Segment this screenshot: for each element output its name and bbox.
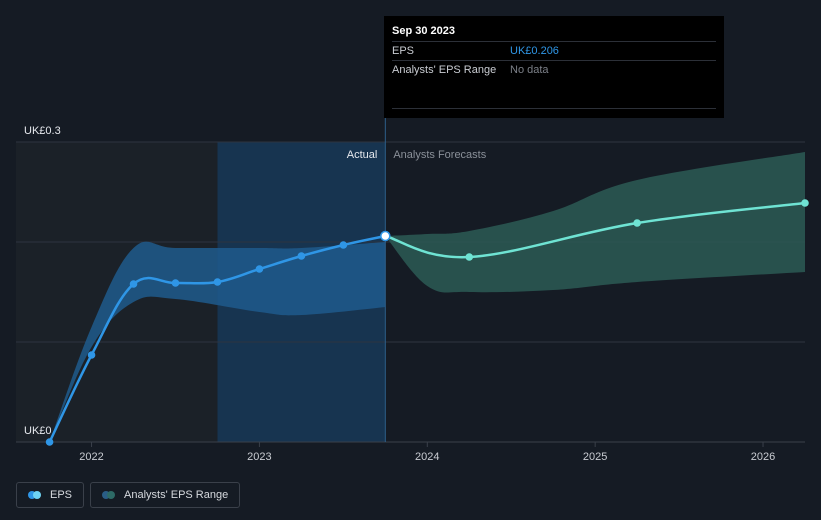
eps-legend-dot-a xyxy=(28,491,36,499)
tooltip-eps-value: UK£0.206 xyxy=(510,45,559,57)
x-tick-label-2025: 2025 xyxy=(583,451,607,463)
legend: EPS Analysts' EPS Range xyxy=(16,482,241,508)
legend-eps-label: EPS xyxy=(50,489,73,501)
x-tick-label-2024: 2024 xyxy=(415,451,439,463)
eps-point xyxy=(255,265,264,273)
eps-line xyxy=(48,234,386,443)
actual-label: Actual xyxy=(347,149,378,161)
forecast-label: Analysts Forecasts xyxy=(393,149,486,161)
eps-point xyxy=(45,438,54,446)
x-tick-label-2026: 2026 xyxy=(751,451,775,463)
eps-legend-dot-b xyxy=(33,491,41,499)
forecast-point xyxy=(465,253,474,261)
tooltip-divider xyxy=(392,108,716,109)
eps-point xyxy=(339,241,348,249)
tooltip-row-range: Analysts' EPS Range No data xyxy=(392,60,716,79)
y-label-top: UK£0.3 xyxy=(24,125,61,137)
eps-point xyxy=(213,278,222,286)
eps-legend-icon xyxy=(28,491,42,499)
forecast-line xyxy=(384,201,806,259)
x-tick-label-2023: 2023 xyxy=(247,451,271,463)
legend-range-button[interactable]: Analysts' EPS Range xyxy=(90,482,241,508)
eps-point-highlight xyxy=(380,230,391,242)
legend-range-label: Analysts' EPS Range xyxy=(124,489,229,501)
range-legend-icon xyxy=(102,491,116,499)
tooltip: Sep 30 2023 EPS UK£0.206 Analysts' EPS R… xyxy=(384,16,724,118)
tooltip-range-label: Analysts' EPS Range xyxy=(392,64,497,76)
tooltip-range-value: No data xyxy=(510,64,549,76)
eps-range-area-forecast xyxy=(385,152,805,293)
range-legend-dot-a xyxy=(102,491,111,499)
eps-point xyxy=(297,252,306,260)
eps-chart: Actual Analysts Forecasts UK£0.3 UK£0 2022 20… xyxy=(16,118,809,463)
eps-point xyxy=(171,279,180,287)
tooltip-eps-label: EPS xyxy=(392,45,415,57)
x-tick-label-2022: 2022 xyxy=(79,451,103,463)
legend-eps-button[interactable]: EPS xyxy=(16,482,85,508)
eps-point xyxy=(129,280,138,288)
tooltip-row-eps: EPS UK£0.206 xyxy=(392,41,716,60)
forecast-point xyxy=(633,219,641,227)
tooltip-date: Sep 30 2023 xyxy=(392,25,455,37)
y-label-bottom: UK£0 xyxy=(24,425,52,437)
forecast-point xyxy=(801,199,809,207)
eps-point xyxy=(87,351,96,359)
range-legend-dot-b xyxy=(107,491,116,499)
eps-range-area-past xyxy=(49,241,386,442)
